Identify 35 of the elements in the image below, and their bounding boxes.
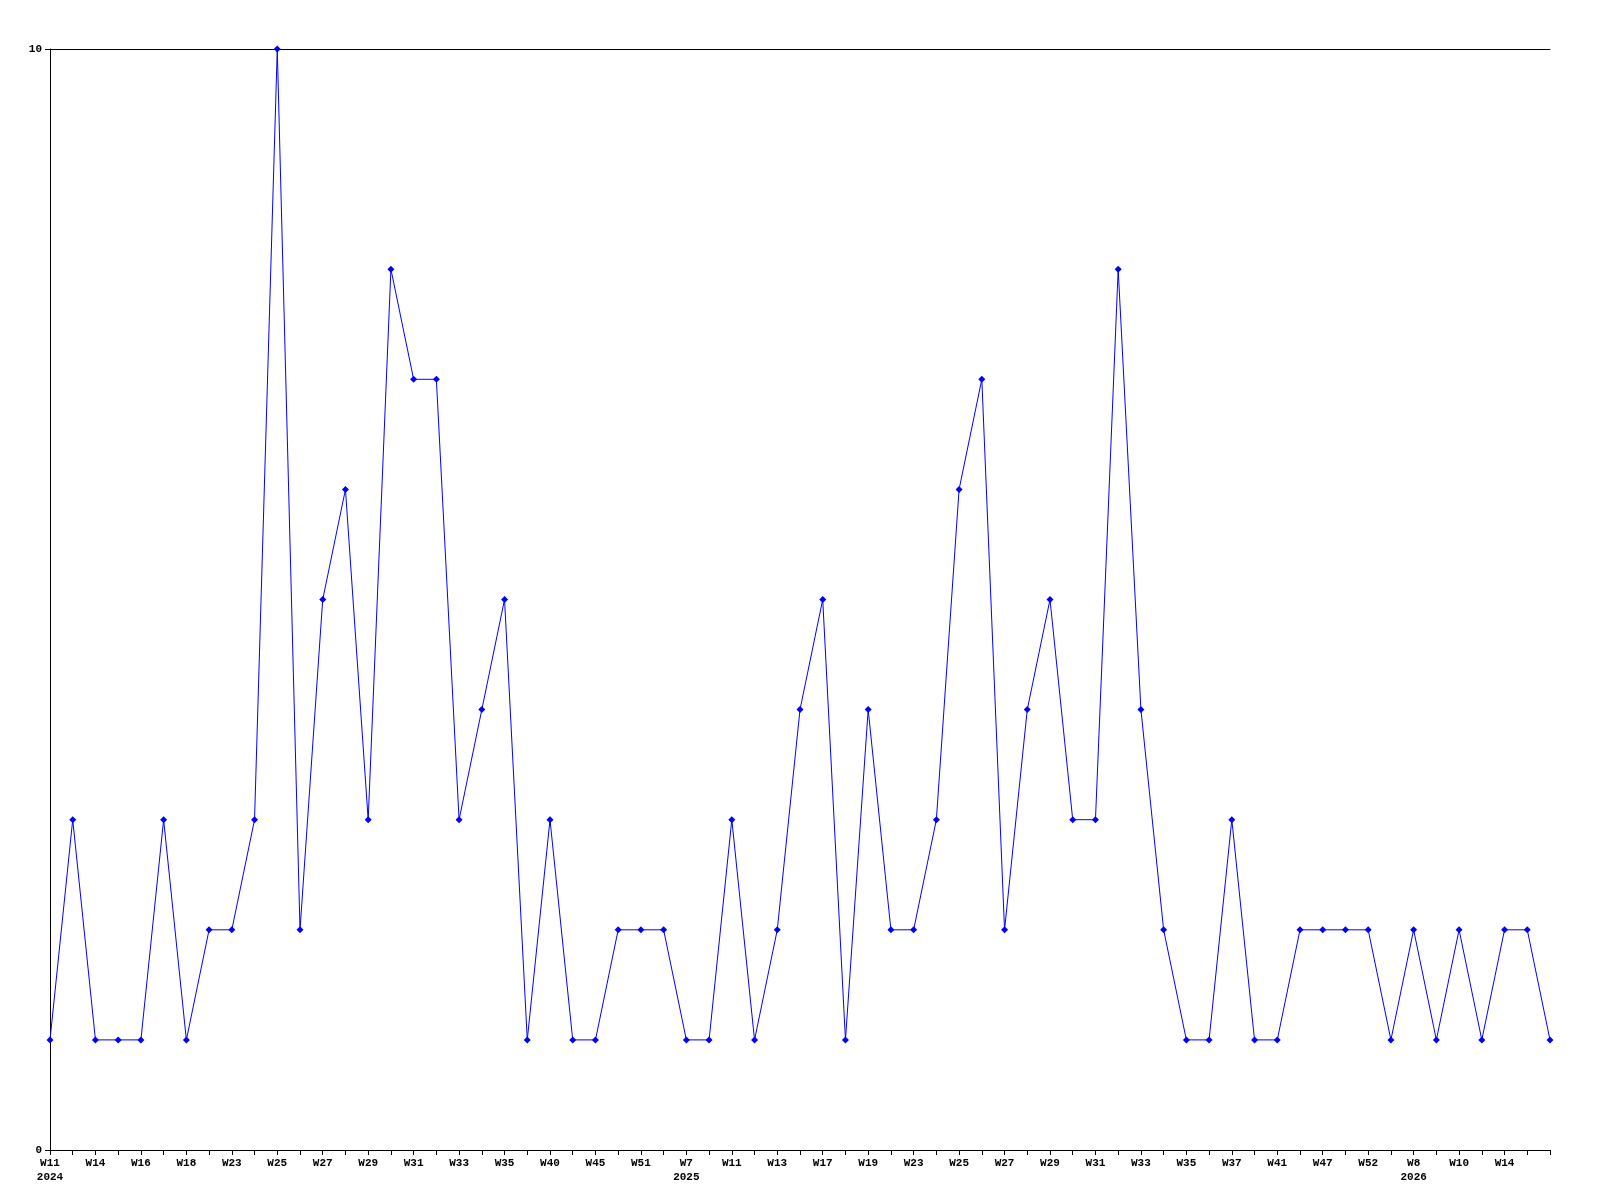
y-tick-label: 0 xyxy=(35,1144,42,1156)
x-tick-label: W19 xyxy=(858,1157,879,1169)
x-tick-label: W11 xyxy=(721,1157,743,1169)
x-tick-label: W35 xyxy=(494,1157,515,1169)
x-tick-label: W14 xyxy=(85,1157,106,1169)
x-tick-label: W7 2025 xyxy=(673,1157,700,1183)
x-tick-label: W40 xyxy=(540,1157,560,1169)
x-tick-label: W23 xyxy=(903,1157,924,1169)
x-tick-label: W35 xyxy=(1176,1157,1197,1169)
x-tick-label: W33 xyxy=(1131,1157,1152,1169)
x-tick-label: W41 xyxy=(1267,1157,1288,1169)
x-tick-label: W14 xyxy=(1494,1157,1515,1169)
x-tick-label: W13 xyxy=(767,1157,788,1169)
x-tick-label: W51 xyxy=(631,1157,652,1169)
x-tick-label: W47 xyxy=(1312,1157,1333,1169)
x-tick-label: W45 xyxy=(585,1157,606,1169)
y-tick-label: 10 xyxy=(28,43,42,55)
x-tick-label: W16 xyxy=(131,1157,151,1169)
x-tick-label: W11 2024 xyxy=(36,1157,64,1183)
x-tick-label: W37 xyxy=(1221,1157,1242,1169)
x-tick-label: W33 xyxy=(449,1157,470,1169)
x-tick-label: W10 xyxy=(1449,1157,1469,1169)
x-tick-label: W52 xyxy=(1358,1157,1379,1169)
x-tick-label: W25 xyxy=(949,1157,970,1169)
x-tick-label: W29 xyxy=(1040,1157,1060,1169)
x-tick-label: W31 xyxy=(403,1157,424,1169)
x-tick-label: W29 xyxy=(358,1157,379,1169)
x-tick-label: W17 xyxy=(812,1157,833,1169)
x-tick-label: W25 xyxy=(267,1157,288,1169)
x-tick-label: W18 xyxy=(176,1157,197,1169)
x-tick-label: W27 xyxy=(994,1157,1015,1169)
x-tick-label: W8 2026 xyxy=(1400,1157,1427,1183)
x-tick-label: W27 xyxy=(312,1157,333,1169)
x-tick-label: W23 xyxy=(221,1157,243,1169)
x-tick-label: W31 xyxy=(1085,1157,1106,1169)
